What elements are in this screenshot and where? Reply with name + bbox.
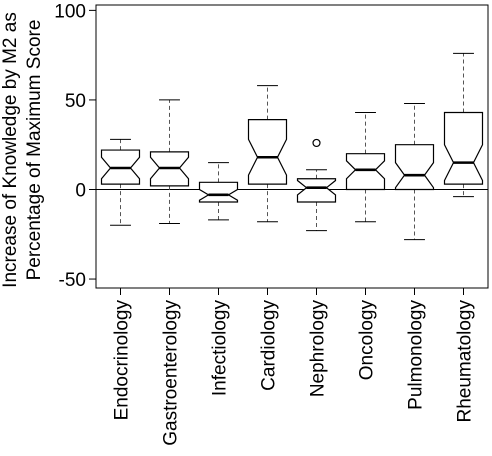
box-body	[198, 181, 239, 203]
box-oncology	[345, 111, 386, 223]
box-body	[296, 178, 337, 203]
x-category-label: Endocrinology	[112, 300, 133, 421]
box-body	[394, 144, 435, 191]
box-rheumatology	[443, 52, 484, 198]
box-endocrinology	[100, 138, 141, 226]
x-category-label: Oncology	[357, 300, 378, 381]
y-tick-label: 100	[54, 1, 86, 22]
box-body	[443, 111, 484, 185]
outlier-point	[312, 138, 321, 148]
box-gastroenterology	[149, 99, 190, 225]
y-tick-label: -50	[59, 270, 86, 291]
x-category-label: Pulmonology	[406, 300, 427, 410]
y-axis-title-line-1: Increase of Knowledge by M2 as	[0, 12, 21, 288]
plot-border	[95, 4, 489, 289]
y-tick-label: 50	[65, 91, 86, 112]
x-axis-category-labels: Endocrinology Gastroenterology Infectiolog…	[112, 288, 476, 446]
box-cardiology	[247, 85, 288, 223]
box-infectiology	[198, 162, 239, 221]
y-axis-title-line-2: Percentage of Maximum Score	[24, 20, 45, 281]
x-category-label: Rheumatology	[455, 300, 476, 423]
y-axis-ticks: -50 0 50 100	[54, 1, 96, 291]
boxes	[100, 52, 484, 241]
y-axis-title: Increase of Knowledge by M2 as Percentag…	[0, 12, 45, 288]
y-tick-label: 0	[75, 180, 86, 201]
x-category-label: Cardiology	[259, 300, 280, 391]
box-nephrology	[296, 138, 337, 232]
x-category-label: Infectiology	[210, 300, 231, 397]
x-category-label: Gastroenterology	[161, 300, 182, 446]
box-body	[247, 119, 288, 185]
x-category-label: Nephrology	[308, 300, 329, 398]
box-body	[345, 153, 386, 191]
box-pulmonology	[394, 103, 435, 241]
